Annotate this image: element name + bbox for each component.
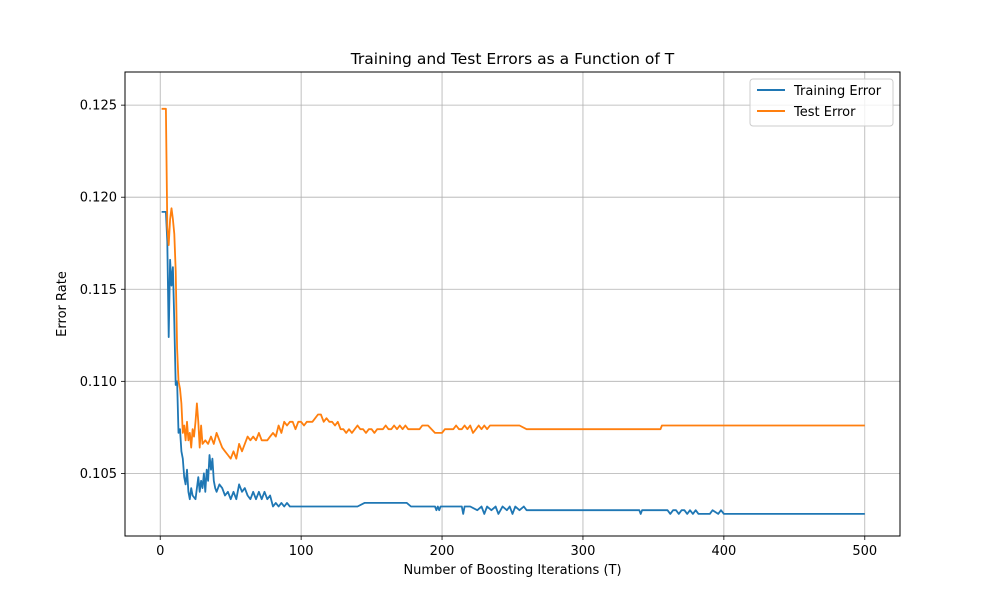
x-axis-title: Number of Boosting Iterations (T) bbox=[403, 563, 621, 578]
y-tick-label: 0.120 bbox=[80, 191, 117, 206]
legend-label-test-error: Test Error bbox=[793, 105, 856, 120]
series-line-test-error bbox=[161, 107, 865, 460]
series-line-training-error bbox=[161, 210, 865, 515]
plot-area bbox=[125, 72, 900, 536]
x-tick-label: 0 bbox=[156, 544, 164, 559]
x-tick-label: 100 bbox=[289, 544, 314, 559]
plot-frame bbox=[124, 71, 901, 537]
y-tick-label: 0.125 bbox=[80, 99, 117, 114]
y-axis: 0.105 0.110 0.115 0.120 0.125 bbox=[80, 99, 125, 482]
x-tick-label: 400 bbox=[711, 544, 736, 559]
chart-title: Training and Test Errors as a Function o… bbox=[350, 50, 675, 68]
legend-box bbox=[749, 78, 894, 127]
x-tick-label: 200 bbox=[430, 544, 455, 559]
y-tick-label: 0.110 bbox=[80, 375, 117, 390]
legend: Training Error Test Error bbox=[749, 78, 894, 127]
y-axis-title: Error Rate bbox=[55, 271, 70, 337]
series-layer bbox=[161, 107, 865, 515]
legend-label-training-error: Training Error bbox=[793, 84, 882, 99]
x-axis: 0 100 200 300 400 500 bbox=[156, 536, 877, 559]
x-tick-label: 500 bbox=[852, 544, 877, 559]
y-tick-label: 0.115 bbox=[80, 283, 117, 298]
y-tick-label: 0.105 bbox=[80, 467, 117, 482]
x-tick-label: 300 bbox=[571, 544, 596, 559]
